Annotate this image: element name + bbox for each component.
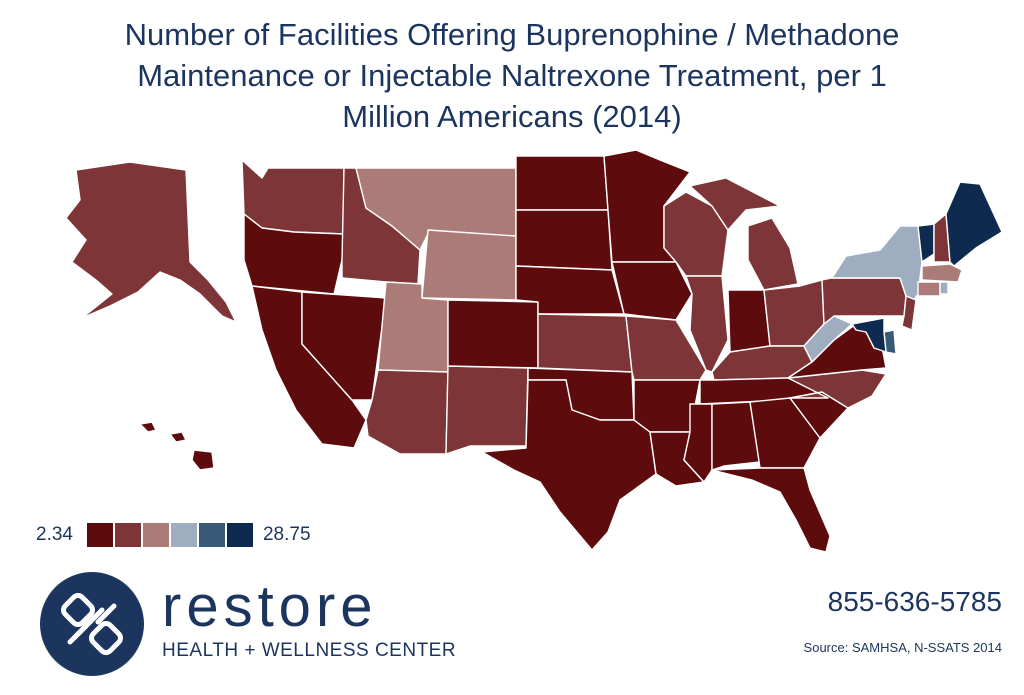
state-rhode-island: [939, 281, 949, 295]
brand-name: restore: [162, 574, 378, 639]
state-wyoming: [421, 229, 517, 301]
legend-swatch-3: [170, 523, 197, 547]
state-connecticut: [917, 281, 941, 297]
legend-swatch-4: [198, 523, 225, 547]
title-line-3: Million Americans (2014): [342, 99, 682, 134]
state-washington: [241, 159, 345, 235]
title-line-2: Maintenance or Injectable Naltrexone Tre…: [137, 58, 887, 93]
legend-swatch-5: [226, 523, 253, 547]
state-kansas: [537, 313, 633, 373]
legend-swatches: [86, 523, 255, 547]
state-colorado: [447, 299, 539, 369]
state-maryland: [851, 317, 887, 353]
state-iowa: [611, 261, 693, 321]
legend-swatch-0: [86, 523, 113, 547]
state-north-dakota: [515, 155, 609, 211]
state-florida: [711, 467, 831, 553]
state-alabama: [711, 401, 761, 471]
state-texas: [481, 379, 657, 551]
state-hawaii: [139, 421, 215, 471]
state-maine: [945, 181, 1003, 267]
brand-subtitle: HEALTH + WELLNESS CENTER: [162, 640, 457, 661]
state-illinois: [685, 275, 729, 373]
state-alaska: [65, 161, 237, 323]
state-massachusetts: [921, 263, 963, 283]
state-south-dakota: [515, 209, 613, 271]
state-michigan: [689, 177, 799, 291]
legend-swatch-1: [114, 523, 141, 547]
legend-swatch-2: [142, 523, 169, 547]
state-new-mexico: [445, 365, 529, 455]
legend-min-label: 2.34: [36, 524, 73, 545]
color-legend: 2.34 28.75: [36, 522, 311, 548]
title-line-1: Number of Facilities Offering Buprenophi…: [124, 17, 900, 52]
state-new-jersey: [901, 295, 917, 331]
legend-max-label: 28.75: [262, 524, 311, 545]
restore-logo-icon: [40, 572, 144, 676]
phone-number[interactable]: 855-636-5785: [827, 586, 1002, 617]
state-nevada: [301, 291, 387, 401]
state-arizona: [365, 369, 449, 455]
map-title: Number of Facilities Offering Buprenophi…: [0, 14, 1024, 137]
source-note: Source: SAMHSA, N-SSATS 2014: [803, 640, 1002, 655]
state-north-carolina: [787, 369, 887, 409]
brand-block: restore HEALTH + WELLNESS CENTER: [162, 578, 456, 662]
state-indiana: [727, 289, 771, 353]
